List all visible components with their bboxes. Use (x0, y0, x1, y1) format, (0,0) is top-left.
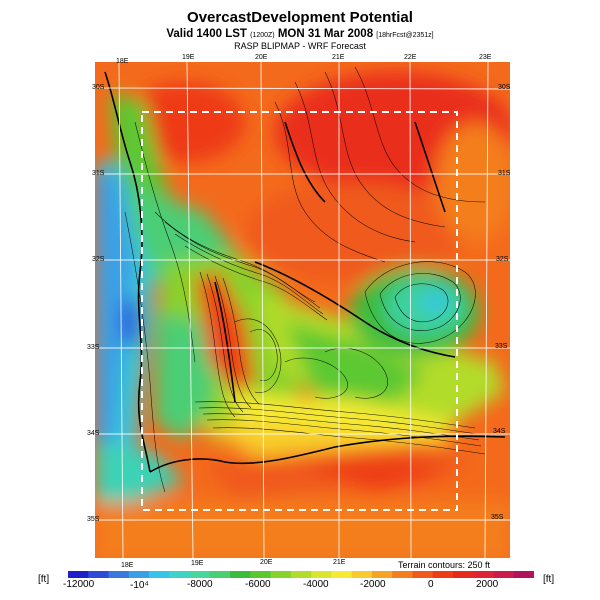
valid-time-line: Valid 1400 LST (1200Z) MON 31 Mar 2008 [… (0, 28, 600, 40)
top-lon-label: 22E (404, 54, 417, 61)
left-lat-label: 34S (87, 430, 100, 437)
left-lat-label: 35S (87, 516, 100, 523)
colorbar-segment (290, 571, 312, 578)
colorbar-segment (189, 571, 211, 578)
colorbar-label: 2000 (476, 579, 499, 590)
colorbar-segment (250, 571, 272, 578)
colorbar-segment (473, 571, 494, 578)
left-lat-label: 32S (92, 256, 105, 263)
colorbar-segment (108, 571, 130, 578)
colorbar-segment (452, 571, 474, 578)
utc-time: (1200Z) (250, 32, 275, 39)
right-lat-label: 30S (498, 84, 511, 91)
right-lat-label: 34S (493, 428, 506, 435)
bottom-lon-label: 20E (260, 559, 273, 566)
map-image (95, 62, 510, 558)
colorbar-segment (68, 571, 89, 578)
colorbar-segment (230, 571, 251, 578)
top-lon-label: 21E (332, 54, 345, 61)
valid-time: Valid 1400 LST (166, 28, 247, 40)
colorbar (68, 571, 534, 578)
colorbar-label: -12000 (63, 579, 95, 590)
colorbar-segment (432, 571, 454, 578)
colorbar-segment (311, 571, 332, 578)
forecast-map: 18E 19E 20E 21E 22E 23E 18E 19E 20E 21E … (87, 54, 511, 569)
top-lon-label: 18E (116, 58, 129, 65)
right-lat-label: 32S (496, 256, 509, 263)
inner-domain-box (141, 111, 458, 511)
colorbar-segment (88, 571, 110, 578)
colorbar-unit-left: [ft] (38, 574, 50, 585)
colorbar-label: 0 (428, 579, 434, 590)
colorbar-segment (392, 571, 413, 578)
colorbar-segment (209, 571, 231, 578)
colorbar-unit-right: [ft] (543, 574, 555, 585)
right-lat-label: 35S (491, 514, 504, 521)
colorbar-segment (493, 571, 515, 578)
colorbar-segment (331, 571, 353, 578)
colorbar-segment (351, 571, 373, 578)
bottom-lon-label: 21E (333, 559, 346, 566)
colorbar-label: -4000 (303, 579, 329, 590)
colorbar-label: -2000 (360, 579, 386, 590)
top-lon-label: 20E (255, 54, 268, 61)
top-lon-label: 19E (182, 54, 195, 61)
colorbar-segment (371, 571, 393, 578)
forecast-info: [18hrFcst@2351z] (376, 32, 434, 39)
colorbar-segment (149, 571, 170, 578)
left-lat-label: 33S (87, 344, 100, 351)
colorbar-segment (169, 571, 191, 578)
page-title: OvercastDevelopment Potential (187, 9, 413, 26)
colorbar-segment (128, 571, 150, 578)
colorbar-label: -8000 (187, 579, 213, 590)
bottom-lon-label: 18E (121, 562, 134, 569)
valid-date: MON 31 Mar 2008 (277, 28, 374, 40)
colorbar-segment (412, 571, 434, 578)
subtitle: RASP BLIPMAP - WRF Forecast (234, 41, 366, 51)
colorbar-label: -10⁴ (130, 580, 149, 591)
right-lat-label: 33S (495, 343, 508, 350)
coastline (104, 71, 506, 473)
bottom-lon-label: 19E (191, 560, 204, 567)
colorbar-segment (270, 571, 292, 578)
colorbar-label: -6000 (245, 579, 271, 590)
left-lat-label: 30S (92, 84, 105, 91)
left-lat-label: 31S (92, 170, 105, 177)
terrain-contours (124, 66, 486, 493)
lat-lon-grid (95, 62, 510, 558)
colorbar-segment (513, 571, 534, 578)
terrain-contour-note: Terrain contours: 250 ft (398, 560, 491, 570)
top-lon-label: 23E (479, 54, 492, 61)
right-lat-label: 31S (498, 170, 511, 177)
